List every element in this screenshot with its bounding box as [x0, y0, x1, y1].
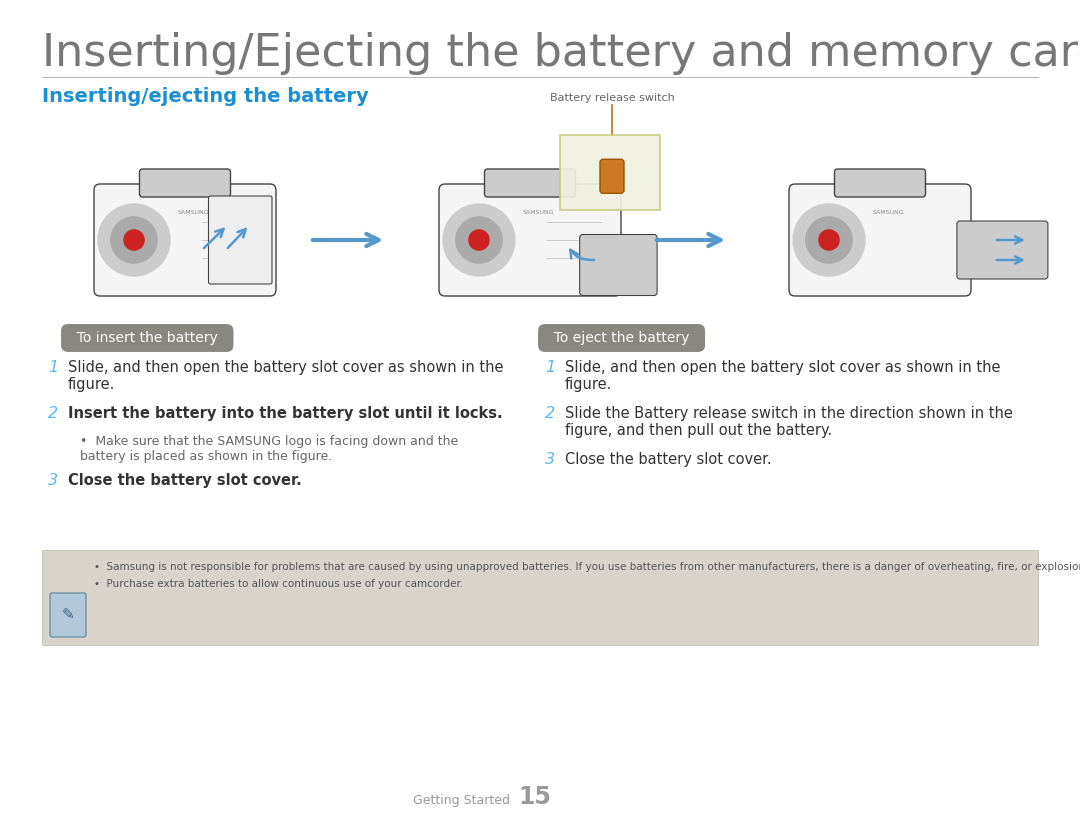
Text: Slide the Battery release switch in the direction shown in the
figure, and then : Slide the Battery release switch in the …	[565, 406, 1013, 438]
Text: Inserting/Ejecting the battery and memory card: Inserting/Ejecting the battery and memor…	[42, 32, 1080, 75]
Text: Getting Started: Getting Started	[413, 794, 510, 807]
Text: SAMSUNG: SAMSUNG	[178, 210, 210, 215]
Text: 1: 1	[48, 360, 58, 375]
FancyBboxPatch shape	[561, 135, 660, 210]
FancyBboxPatch shape	[42, 550, 1038, 645]
FancyBboxPatch shape	[50, 593, 86, 637]
Circle shape	[793, 204, 865, 276]
FancyBboxPatch shape	[789, 184, 971, 296]
FancyBboxPatch shape	[600, 159, 624, 193]
Text: Inserting/ejecting the battery: Inserting/ejecting the battery	[42, 87, 368, 106]
Circle shape	[443, 204, 515, 276]
FancyBboxPatch shape	[208, 196, 272, 284]
Text: Close the battery slot cover.: Close the battery slot cover.	[68, 473, 301, 488]
Circle shape	[98, 204, 170, 276]
Circle shape	[456, 217, 502, 263]
Text: 2: 2	[48, 406, 58, 421]
Circle shape	[123, 229, 145, 251]
FancyBboxPatch shape	[485, 169, 576, 197]
FancyBboxPatch shape	[94, 184, 276, 296]
Text: Battery release switch: Battery release switch	[550, 93, 674, 103]
Text: Slide, and then open the battery slot cover as shown in the
figure.: Slide, and then open the battery slot co…	[565, 360, 1000, 393]
Text: 3: 3	[48, 473, 58, 488]
Circle shape	[469, 229, 490, 251]
Text: SAMSUNG: SAMSUNG	[523, 210, 554, 215]
Circle shape	[806, 217, 852, 263]
Text: ✎: ✎	[62, 607, 75, 623]
FancyBboxPatch shape	[580, 234, 657, 295]
Text: Close the battery slot cover.: Close the battery slot cover.	[565, 452, 771, 467]
Text: •  Samsung is not responsible for problems that are caused by using unapproved b: • Samsung is not responsible for problem…	[94, 562, 1080, 572]
Text: •  Purchase extra batteries to allow continuous use of your camcorder.: • Purchase extra batteries to allow cont…	[94, 579, 463, 589]
Text: 1: 1	[545, 360, 555, 375]
Text: Slide, and then open the battery slot cover as shown in the
figure.: Slide, and then open the battery slot co…	[68, 360, 503, 393]
FancyBboxPatch shape	[139, 169, 230, 197]
Text: 15: 15	[518, 785, 551, 809]
Circle shape	[819, 229, 840, 251]
FancyBboxPatch shape	[438, 184, 621, 296]
Circle shape	[110, 217, 158, 263]
Text: To eject the battery: To eject the battery	[545, 331, 698, 345]
Text: 2: 2	[545, 406, 555, 421]
Text: To insert the battery: To insert the battery	[68, 331, 227, 345]
FancyBboxPatch shape	[835, 169, 926, 197]
Text: SAMSUNG: SAMSUNG	[873, 210, 904, 215]
Text: •  Make sure that the SAMSUNG logo is facing down and the
battery is placed as s: • Make sure that the SAMSUNG logo is fac…	[80, 435, 458, 463]
FancyBboxPatch shape	[957, 221, 1048, 279]
Text: Insert the battery into the battery slot until it locks.: Insert the battery into the battery slot…	[68, 406, 502, 421]
Text: 3: 3	[545, 452, 555, 467]
